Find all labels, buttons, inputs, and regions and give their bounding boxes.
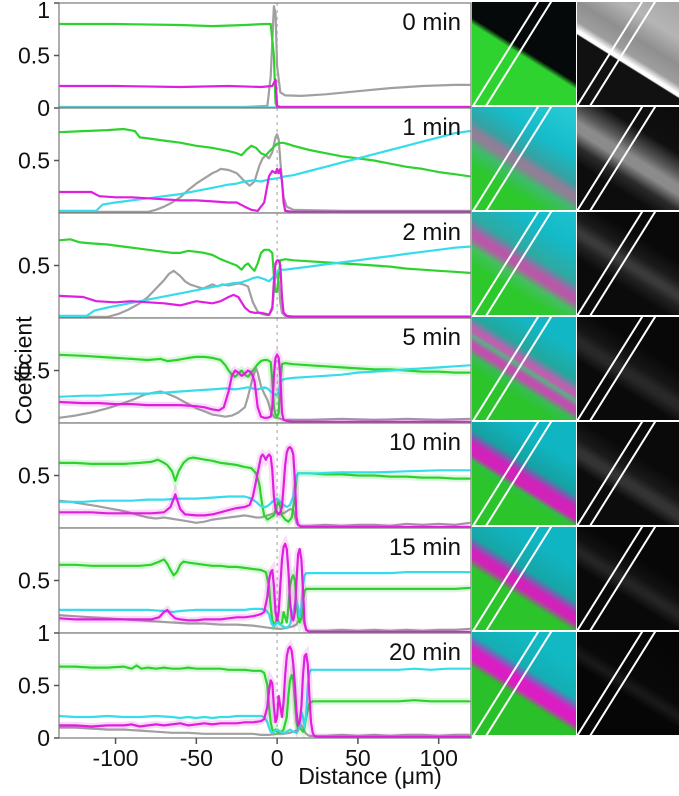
composite-image-0min	[472, 2, 576, 105]
composite-image-2min	[472, 212, 576, 315]
svg-text:20 min: 20 min	[389, 639, 461, 666]
svg-text:2 min: 2 min	[402, 219, 461, 246]
roi-rectangle	[577, 422, 657, 525]
svg-text:1: 1	[37, 620, 50, 646]
svg-text:15 min: 15 min	[389, 534, 461, 561]
svg-text:-100: -100	[93, 745, 139, 771]
svg-text:1 min: 1 min	[402, 114, 461, 141]
image-row-1min	[472, 107, 679, 210]
svg-text:0.5: 0.5	[18, 253, 50, 279]
svg-text:0.5: 0.5	[18, 43, 50, 69]
svg-text:100: 100	[419, 745, 457, 771]
roi-rectangle	[472, 527, 553, 630]
composite-image-20min	[472, 632, 576, 735]
image-row-5min	[472, 317, 679, 420]
roi-rectangle	[577, 632, 657, 735]
composite-image-1min	[472, 107, 576, 210]
svg-text:0: 0	[37, 725, 50, 751]
x-axis-label: Distance (μm)	[298, 763, 442, 789]
svg-text:50: 50	[345, 745, 371, 771]
image-row-20min	[472, 632, 679, 735]
grayscale-image-5min	[577, 317, 679, 420]
image-row-15min	[472, 527, 679, 630]
composite-image-10min	[472, 422, 576, 525]
roi-rectangle	[577, 212, 657, 315]
roi-rectangle	[472, 2, 553, 105]
roi-rectangle	[472, 422, 553, 525]
roi-rectangle	[472, 632, 553, 735]
image-row-2min	[472, 212, 679, 315]
roi-rectangle	[577, 527, 657, 630]
composite-image-15min	[472, 527, 576, 630]
svg-text:0.5: 0.5	[18, 148, 50, 174]
roi-rectangle	[472, 212, 553, 315]
svg-text:-50: -50	[180, 745, 213, 771]
svg-text:0.5: 0.5	[18, 358, 50, 384]
svg-text:10 min: 10 min	[389, 429, 461, 456]
grayscale-image-20min	[577, 632, 679, 735]
roi-rectangle	[577, 2, 657, 105]
roi-rectangle	[472, 317, 553, 420]
grayscale-image-1min	[577, 107, 679, 210]
svg-text:0: 0	[271, 745, 284, 771]
composite-image-5min	[472, 317, 576, 420]
microscopy-image-grid	[472, 2, 679, 737]
grayscale-image-2min	[577, 212, 679, 315]
svg-text:0.5: 0.5	[18, 673, 50, 699]
grayscale-image-0min	[577, 2, 679, 105]
svg-text:5 min: 5 min	[402, 324, 461, 351]
image-row-10min	[472, 422, 679, 525]
grayscale-image-15min	[577, 527, 679, 630]
roi-rectangle	[577, 317, 657, 420]
svg-text:0 min: 0 min	[402, 9, 461, 36]
svg-text:0: 0	[37, 95, 50, 121]
svg-text:0.5: 0.5	[18, 463, 50, 489]
svg-text:0.5: 0.5	[18, 568, 50, 594]
line-plot-panels: 0 min 1 0.5 0 1 min 0.5 2 min 0.5 5 min 0.5 10 min…	[18, 0, 472, 771]
roi-rectangle	[577, 107, 657, 210]
roi-rectangle	[472, 107, 553, 210]
svg-text:1: 1	[37, 0, 50, 23]
image-row-0min	[472, 2, 679, 105]
grayscale-image-10min	[577, 422, 679, 525]
